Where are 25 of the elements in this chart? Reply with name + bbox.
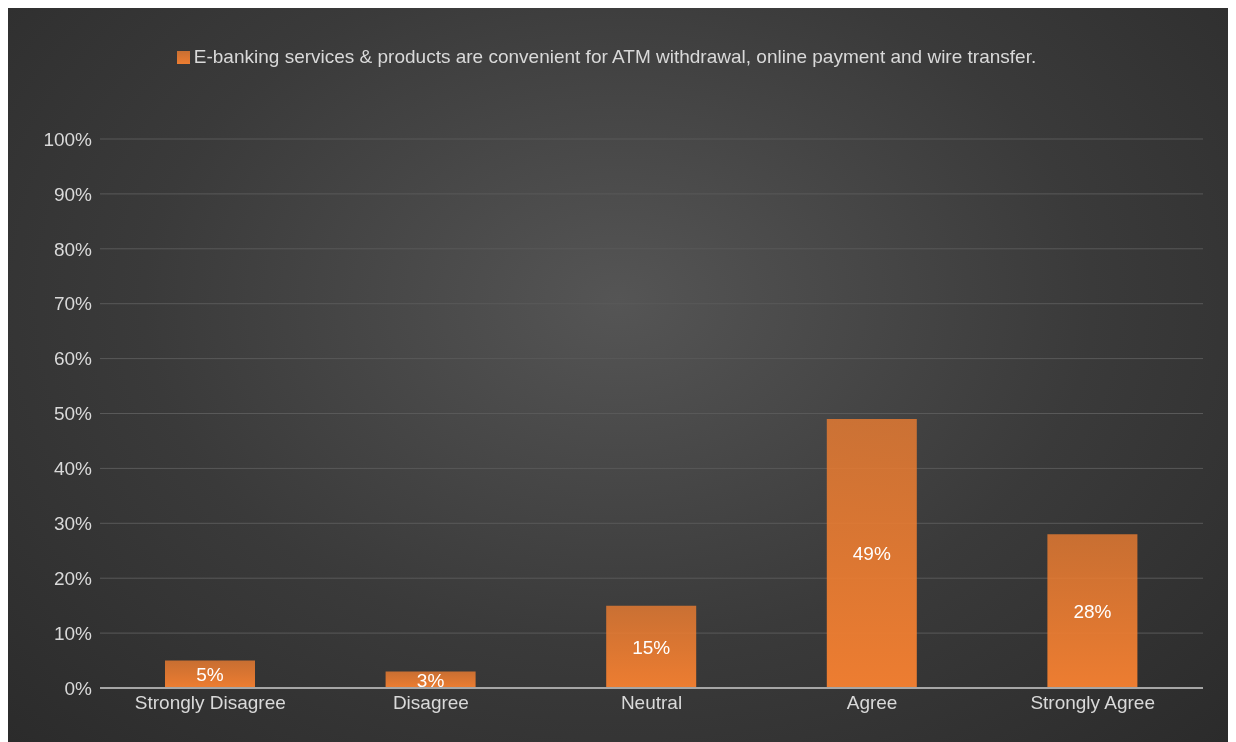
data-label: 49%: [852, 543, 891, 565]
data-label: 3%: [416, 669, 445, 691]
x-tick-label: Strongly Agree: [1030, 692, 1156, 714]
y-tick-label: 80%: [53, 238, 93, 260]
bar: [826, 418, 917, 688]
x-tick-label: Disagree: [392, 692, 469, 714]
x-tick-label: Agree: [846, 692, 898, 714]
y-tick-label: 70%: [53, 293, 93, 315]
y-tick-label: 60%: [53, 348, 93, 370]
x-tick-label: Neutral: [620, 692, 683, 714]
y-tick-label: 30%: [53, 513, 93, 535]
y-tick-label: 100%: [43, 128, 93, 150]
y-tick-label: 10%: [53, 622, 93, 644]
y-tick-label: 20%: [53, 567, 93, 589]
bar: [1047, 534, 1138, 688]
data-label: 5%: [196, 664, 224, 686]
data-label: 28%: [1073, 601, 1112, 623]
y-tick-label: 0%: [64, 677, 93, 699]
legend-label: E-banking services & products are convenient for ATM withdrawal, online payment and wire transfer.: [193, 46, 1037, 67]
y-tick-label: 50%: [53, 403, 93, 425]
data-label: 15%: [632, 636, 671, 658]
x-tick-label: Strongly Disagree: [134, 692, 286, 714]
y-tick-label: 90%: [53, 183, 93, 205]
y-tick-label: 40%: [53, 458, 93, 480]
bar: [606, 605, 697, 688]
